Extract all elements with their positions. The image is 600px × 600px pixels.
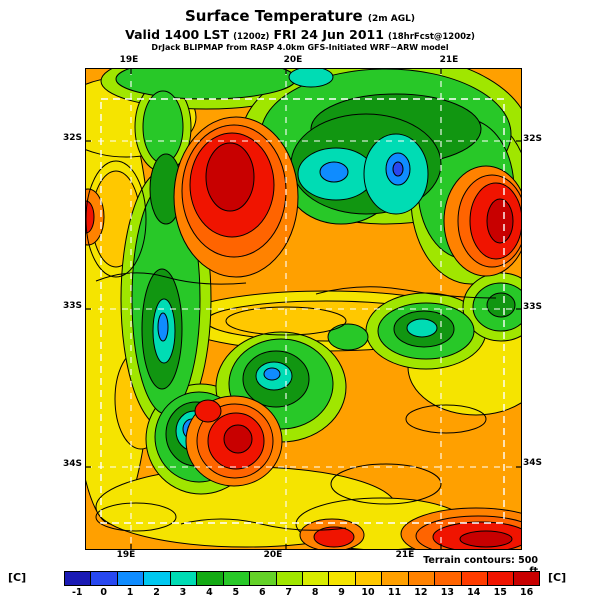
axis-ticks — [86, 69, 521, 549]
colorbar-cell: 11 — [381, 571, 408, 598]
lon-label-top: 20E — [283, 55, 303, 65]
colorbar-swatch — [275, 571, 302, 586]
colorbar-cell: 10 — [354, 571, 382, 598]
colorbar-swatch — [143, 571, 170, 586]
header: Surface Temperature (2m AGL) Valid 1400 … — [0, 7, 600, 53]
title-text: Surface Temperature — [184, 7, 363, 25]
colorbar-cell: 8 — [301, 571, 329, 598]
colorbar-swatch — [487, 571, 514, 586]
colorbar-value: 4 — [206, 587, 213, 598]
colorbar-swatch — [328, 571, 355, 586]
colorbar-cell: 5 — [222, 571, 250, 598]
colorbar-value: 3 — [179, 587, 187, 598]
colorbar-value: 11 — [387, 587, 402, 598]
colorbar-cell: 7 — [275, 571, 302, 598]
valid-time-line: Valid 1400 LST (1200z) FRI 24 Jun 2011 (18h… — [0, 27, 600, 43]
colorbar-cell: 0 — [90, 571, 117, 598]
colorbar-cell: 15 — [487, 571, 514, 598]
model-line: DrJack BLIPMAP from RASP 4.0km GFS-Initi… — [151, 43, 449, 53]
colorbar-value: 14 — [467, 587, 481, 598]
colorbar-swatch — [354, 571, 382, 586]
lon-label-bottom: 19E — [116, 550, 136, 560]
graticule — [86, 69, 521, 549]
title-note: (2m AGL) — [367, 14, 416, 24]
colorbar-value: 9 — [338, 587, 345, 598]
colorbar-swatch — [222, 571, 250, 586]
lat-label-right: 34S — [523, 458, 543, 468]
colorbar-value: -1 — [71, 587, 83, 598]
colorbar-value: 7 — [285, 587, 293, 598]
colorbar-value: 2 — [153, 587, 160, 598]
lon-label-bottom: 20E — [263, 550, 283, 560]
valid-zulu: (1200z) — [233, 31, 270, 42]
colorbar-unit-right: [C] — [548, 571, 567, 584]
colorbar-swatch — [301, 571, 329, 586]
page-title: Surface Temperature (2m AGL) — [0, 7, 600, 26]
colorbar-cell: 4 — [196, 571, 223, 598]
colorbar-swatch — [169, 571, 197, 586]
colorbar-swatch — [381, 571, 408, 586]
valid-prefix: Valid 1400 LST — [125, 26, 230, 42]
temperature-map — [85, 68, 522, 550]
colorbar-swatch — [407, 571, 435, 586]
domain-box — [100, 98, 505, 524]
colorbar-cell: 3 — [169, 571, 197, 598]
lat-label-left: 34S — [62, 459, 82, 469]
colorbar-swatch — [513, 571, 540, 586]
colorbar-cell: 6 — [249, 571, 276, 598]
valid-fcst: (18hrFcst@1200z) — [387, 31, 475, 42]
colorbar-swatch — [460, 571, 487, 586]
colorbar-cell: 16 — [513, 571, 540, 598]
colorbar-swatch — [249, 571, 276, 586]
colorbar-unit-left: [C] — [8, 571, 27, 584]
colorbar-cell: -1 — [64, 571, 91, 598]
colorbar-value: 13 — [440, 587, 454, 598]
colorbar-value: 15 — [493, 587, 507, 598]
colorbar-cell: 2 — [143, 571, 170, 598]
colorbar-cell: 12 — [407, 571, 435, 598]
colorbar-value: 5 — [232, 587, 240, 598]
temperature-map-svg — [86, 69, 521, 549]
colorbar-swatch — [90, 571, 117, 586]
colorbar-cell: 1 — [116, 571, 144, 598]
colorbar-swatch — [196, 571, 223, 586]
lat-label-left: 32S — [62, 133, 82, 143]
colorbar-value: 16 — [520, 587, 534, 598]
lat-label-left: 33S — [62, 301, 82, 311]
colorbar-value: 0 — [100, 587, 107, 598]
colorbar-value: 8 — [311, 587, 319, 598]
colorbar-cell: 9 — [328, 571, 355, 598]
colorbar-swatch — [116, 571, 144, 586]
colorbar: -1 0 1 2 3 4 5 6 7 8 9 10 11 12 13 14 15… — [64, 571, 540, 598]
colorbar-cell: 13 — [434, 571, 461, 598]
colorbar-cell: 14 — [460, 571, 487, 598]
colorbar-swatch — [434, 571, 461, 586]
colorbar-value: 10 — [361, 587, 375, 598]
valid-date: FRI 24 Jun 2011 — [273, 26, 384, 42]
colorbar-value: 12 — [414, 587, 428, 598]
lon-label-top: 19E — [119, 55, 139, 65]
colorbar-value: 1 — [126, 587, 134, 598]
lat-label-right: 33S — [523, 302, 543, 312]
colorbar-value: 6 — [258, 587, 266, 598]
colorbar-swatch — [64, 571, 91, 586]
lat-label-right: 32S — [523, 134, 543, 144]
lon-label-top: 21E — [439, 55, 459, 65]
lon-label-bottom: 21E — [395, 550, 415, 560]
